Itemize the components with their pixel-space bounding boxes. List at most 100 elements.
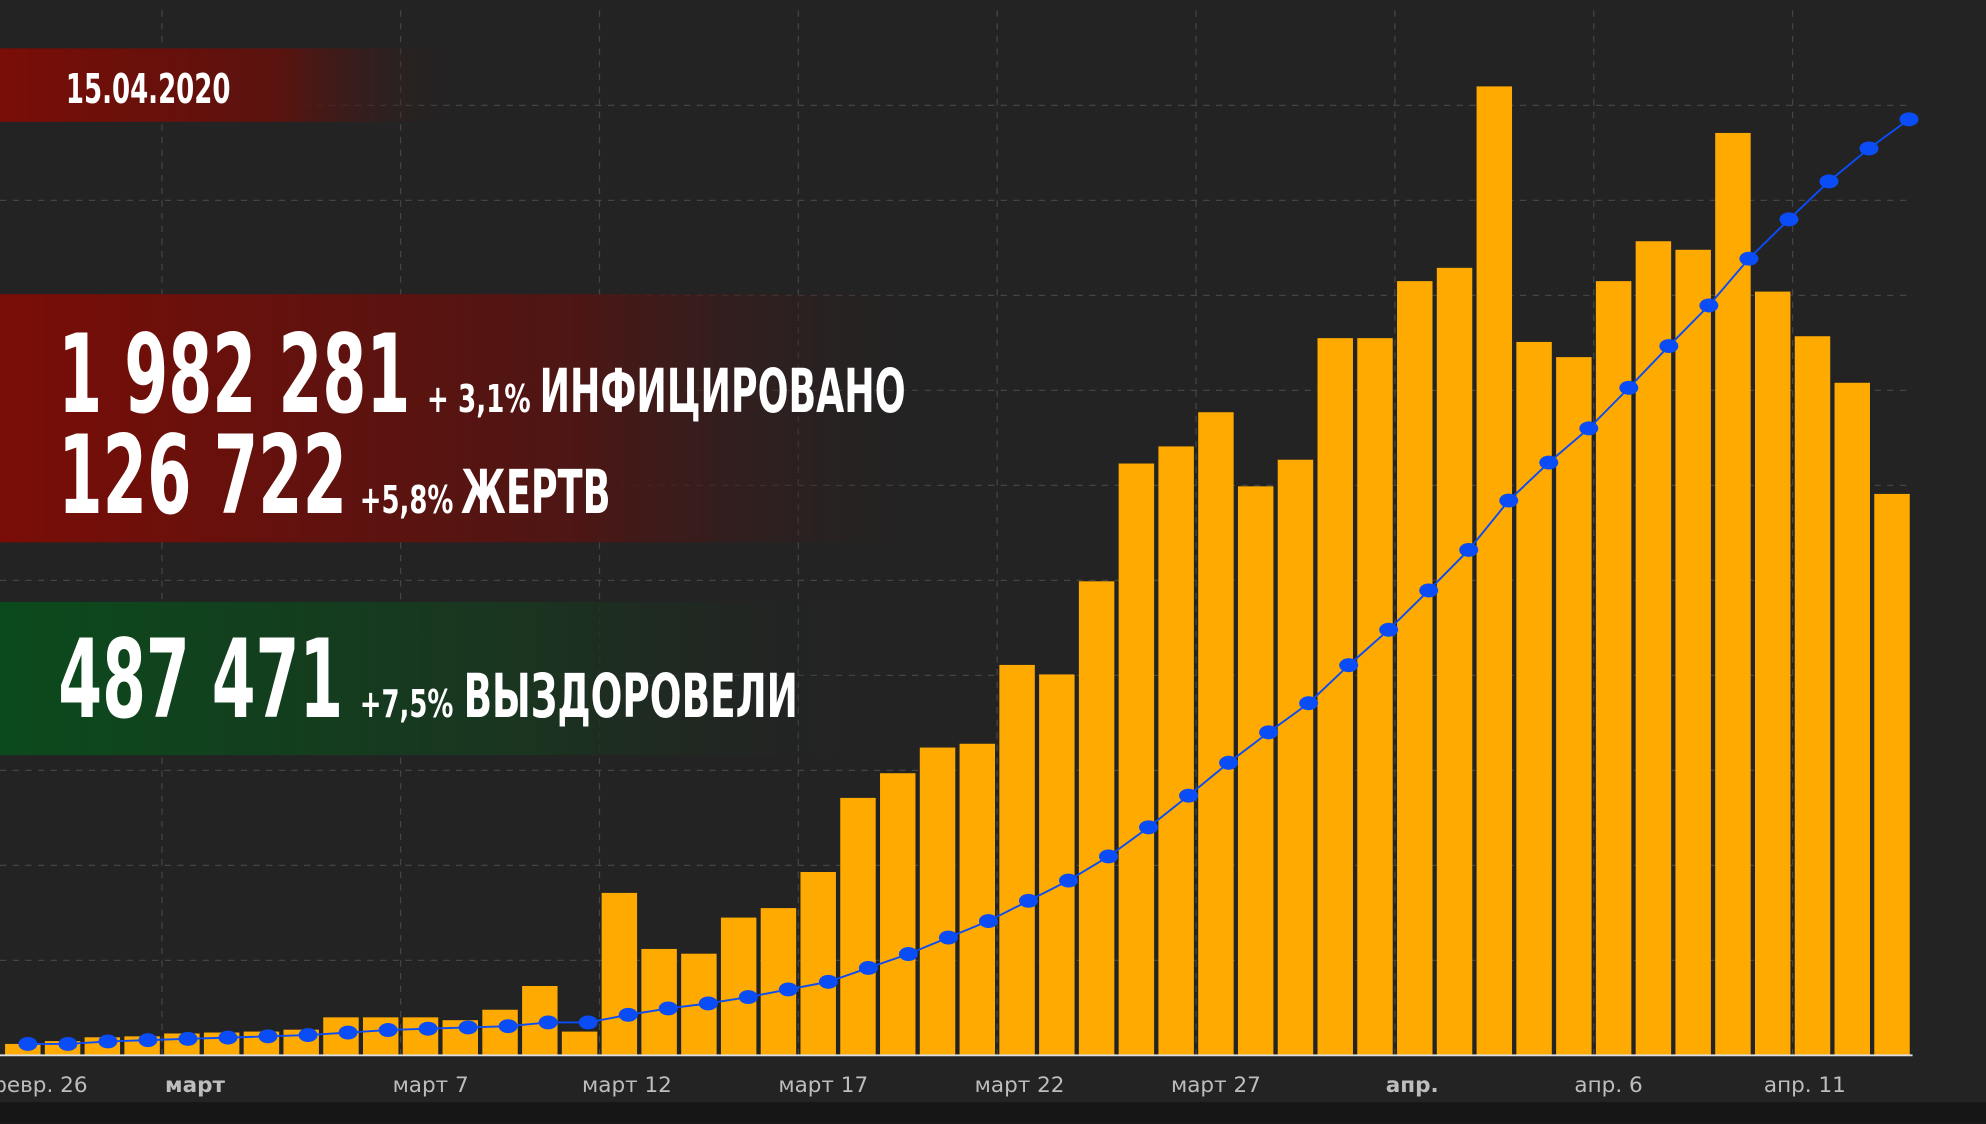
- line-point: [1139, 820, 1159, 835]
- line-point: [1259, 725, 1279, 740]
- bar: [1237, 486, 1274, 1056]
- bar: [1516, 341, 1552, 1056]
- bar: [1556, 357, 1592, 1056]
- x-tick-label: март: [165, 1073, 226, 1098]
- bar: [1039, 674, 1075, 1056]
- stat-value: 1 982 281: [58, 311, 410, 438]
- bar: [1158, 446, 1194, 1056]
- x-tick-label: март 22: [975, 1073, 1065, 1098]
- line-point: [1379, 622, 1399, 637]
- line-point: [1619, 380, 1639, 395]
- x-tick-label: февр. 26: [0, 1073, 88, 1098]
- line-point: [978, 914, 998, 929]
- stat-change: + 3,1%: [427, 377, 531, 421]
- bar: [601, 892, 638, 1056]
- line-point: [898, 947, 918, 961]
- x-tick-label: апр. 11: [1764, 1073, 1846, 1098]
- bar: [363, 1017, 399, 1056]
- bar: [1078, 581, 1115, 1056]
- line-point: [1099, 849, 1119, 864]
- line-point: [698, 996, 718, 1011]
- x-tick-label: март 27: [1171, 1073, 1261, 1098]
- bottom-strip: [0, 1102, 1986, 1124]
- line-point: [1699, 298, 1719, 313]
- stat-change: +5,8%: [360, 478, 454, 522]
- line-point: [538, 1015, 558, 1030]
- stat-label: ЖЕРТВ: [461, 458, 610, 528]
- line-point: [1299, 696, 1319, 711]
- bar: [1715, 132, 1751, 1056]
- bar: [1317, 338, 1353, 1056]
- line-point: [338, 1025, 358, 1040]
- bar: [1476, 86, 1513, 1056]
- overlay: 15.04.2020 1 982 281 + 3,1% ИНФИЦИРОВАНО…: [0, 48, 963, 756]
- bar: [959, 743, 996, 1056]
- bar: [561, 1031, 598, 1056]
- bar: [1357, 338, 1393, 1056]
- line-point: [738, 990, 758, 1005]
- stat-label: ВЫЗДОРОВЕЛИ: [464, 662, 798, 732]
- line-point: [498, 1019, 518, 1034]
- bar: [1198, 412, 1234, 1056]
- red-panel: [0, 294, 963, 543]
- bar: [1794, 336, 1831, 1056]
- line-point: [1058, 873, 1078, 888]
- line-point: [1899, 112, 1919, 127]
- line-point: [1859, 141, 1879, 156]
- line-point: [58, 1036, 78, 1051]
- line-point: [818, 974, 838, 989]
- bar: [482, 1009, 518, 1056]
- line-point: [618, 1007, 638, 1022]
- line-point: [778, 982, 798, 997]
- bar: [1635, 241, 1672, 1056]
- x-tick-label: апр. 6: [1574, 1073, 1642, 1098]
- line-point: [458, 1020, 478, 1035]
- date-banner: [0, 48, 469, 122]
- line-point: [1499, 493, 1519, 508]
- bar: [1675, 249, 1711, 1056]
- date: 15.04.2020: [66, 65, 231, 113]
- bar: [1754, 291, 1791, 1056]
- green-panel: [0, 601, 887, 756]
- line-point: [1659, 339, 1679, 354]
- bar: [1118, 463, 1155, 1056]
- line-point: [138, 1033, 158, 1048]
- line-point: [1219, 755, 1239, 770]
- bar: [840, 797, 876, 1056]
- bar: [1397, 281, 1433, 1056]
- line-point: [1819, 174, 1839, 189]
- line-point: [658, 1001, 678, 1016]
- line-point: [1339, 658, 1359, 673]
- line-point: [1779, 212, 1799, 227]
- line-point: [298, 1028, 318, 1043]
- x-tick-label: март 7: [393, 1073, 469, 1098]
- line-point: [1739, 251, 1759, 266]
- bar: [1277, 459, 1314, 1056]
- line-point: [178, 1031, 198, 1046]
- line-point: [858, 960, 878, 975]
- line-point: [258, 1029, 278, 1044]
- line-point: [418, 1021, 438, 1036]
- bar: [1595, 281, 1632, 1056]
- line-point: [1459, 543, 1479, 557]
- x-tick-label: апр.: [1386, 1073, 1439, 1098]
- line-point: [1179, 788, 1199, 803]
- bar: [720, 917, 757, 1056]
- bar: [1436, 267, 1473, 1056]
- x-tick-label: март 17: [778, 1073, 868, 1098]
- line-point: [378, 1023, 398, 1037]
- x-tick-label: март 12: [582, 1073, 672, 1098]
- line-point: [1579, 421, 1599, 436]
- bar: [760, 908, 797, 1056]
- line-point: [98, 1034, 118, 1049]
- bar: [919, 747, 956, 1056]
- line-point: [18, 1036, 38, 1051]
- stat-value: 487 471: [58, 616, 343, 743]
- line-point: [578, 1015, 598, 1030]
- bar: [1834, 382, 1870, 1056]
- line-point: [1539, 455, 1559, 470]
- line-point: [218, 1030, 238, 1045]
- stat-value: 126 722: [58, 412, 347, 539]
- line-point: [1419, 583, 1439, 598]
